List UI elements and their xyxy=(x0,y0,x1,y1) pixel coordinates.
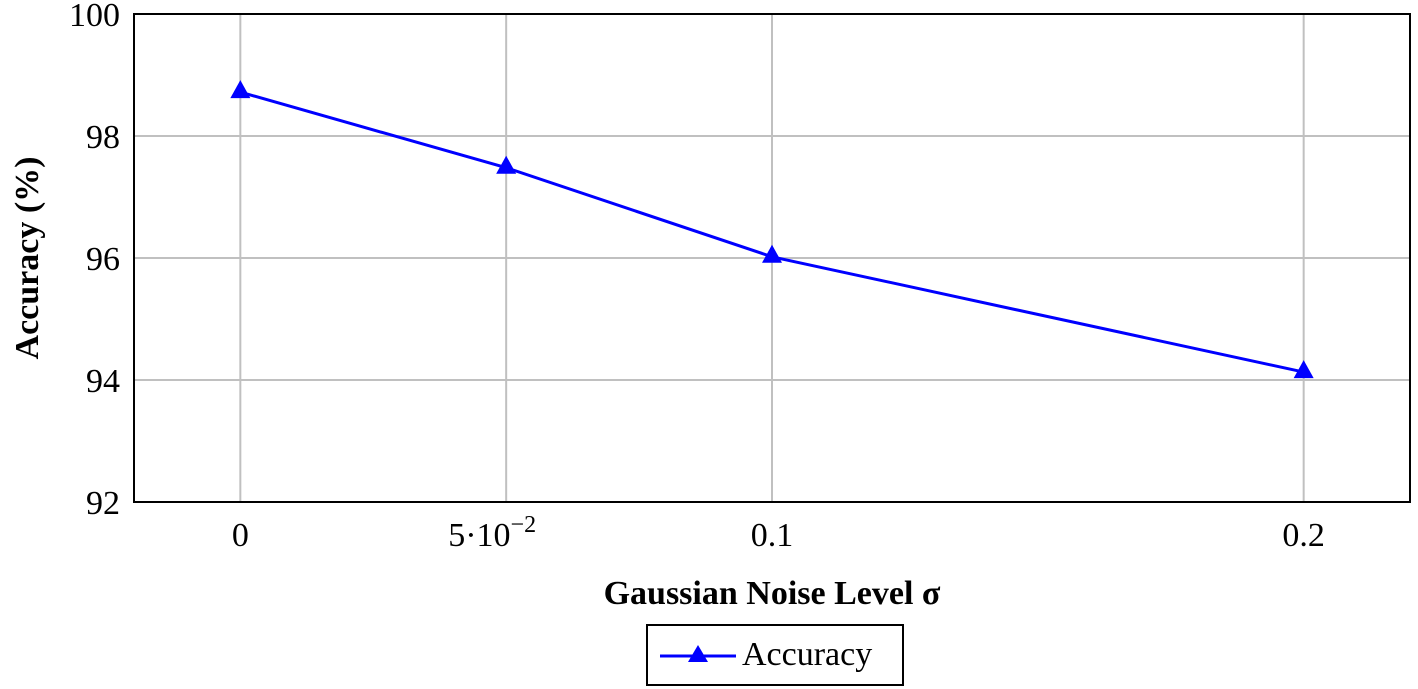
y-tick-label: 98 xyxy=(86,119,120,156)
triangle-marker-icon xyxy=(230,80,251,99)
y-tick-label: 100 xyxy=(69,0,120,34)
triangle-marker-icon xyxy=(1293,360,1314,379)
y-tick-label: 96 xyxy=(86,241,120,278)
y-axis-title: Accuracy (%) xyxy=(9,157,46,360)
legend-label: Accuracy xyxy=(742,636,873,673)
x-tick-label: 0 xyxy=(232,517,249,554)
triangle-marker-icon xyxy=(496,155,517,174)
y-tick-label: 94 xyxy=(86,363,120,400)
x-tick-label: 0.2 xyxy=(1282,517,1325,554)
triangle-marker-icon xyxy=(762,244,782,263)
x-axis-title: Gaussian Noise Level σ xyxy=(604,575,941,612)
y-tick-label: 92 xyxy=(86,485,120,522)
x-axis-ticks: 0 5·10−2 0.1 0.2 xyxy=(232,512,1325,554)
accuracy-series xyxy=(230,80,1314,379)
plot-frame xyxy=(133,13,1411,503)
accuracy-line xyxy=(239,90,1304,374)
x-tick-label: 5·10−2 xyxy=(448,512,536,554)
x-tick-label: 0.1 xyxy=(751,517,794,554)
triangle-marker-icon xyxy=(660,645,736,662)
legend: Accuracy xyxy=(646,624,904,686)
y-axis-ticks: 92 94 96 98 100 xyxy=(69,0,120,522)
